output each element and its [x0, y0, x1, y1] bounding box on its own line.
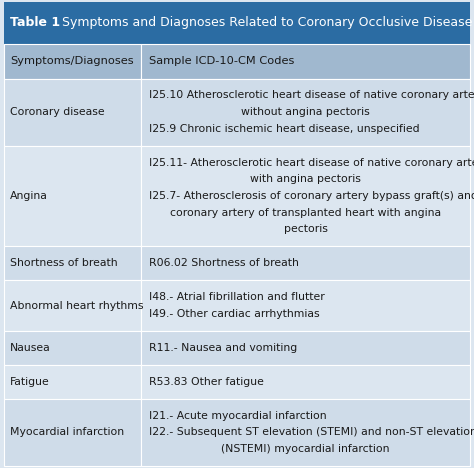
- Text: I49.- Other cardiac arrhythmias: I49.- Other cardiac arrhythmias: [149, 309, 320, 319]
- Text: Nausea: Nausea: [10, 343, 51, 353]
- Text: I22.- Subsequent ST elevation (STEMI) and non-ST elevation: I22.- Subsequent ST elevation (STEMI) an…: [149, 427, 474, 438]
- Text: Symptoms and Diagnoses Related to Coronary Occlusive Disease: Symptoms and Diagnoses Related to Corona…: [54, 16, 473, 29]
- Bar: [141, 146, 470, 246]
- Text: Table 1: Table 1: [10, 16, 60, 29]
- Bar: [141, 246, 470, 280]
- Text: I25.10 Atherosclerotic heart disease of native coronary artery: I25.10 Atherosclerotic heart disease of …: [149, 90, 474, 101]
- Text: R11.- Nausea and vomiting: R11.- Nausea and vomiting: [149, 343, 298, 353]
- Bar: [141, 280, 470, 331]
- Text: R53.83 Other fatigue: R53.83 Other fatigue: [149, 377, 264, 387]
- Bar: [141, 79, 470, 146]
- Bar: [141, 331, 470, 365]
- Bar: [4, 44, 141, 79]
- Text: I25.9 Chronic ischemic heart disease, unspecified: I25.9 Chronic ischemic heart disease, un…: [149, 124, 420, 134]
- Text: coronary artery of transplanted heart with angina: coronary artery of transplanted heart wi…: [170, 208, 441, 218]
- Text: R06.02 Shortness of breath: R06.02 Shortness of breath: [149, 258, 300, 268]
- Text: without angina pectoris: without angina pectoris: [241, 107, 370, 117]
- Bar: [4, 246, 141, 280]
- Text: Angina: Angina: [10, 191, 48, 201]
- Bar: [4, 280, 141, 331]
- Text: I48.- Atrial fibrillation and flutter: I48.- Atrial fibrillation and flutter: [149, 292, 325, 302]
- Text: Coronary disease: Coronary disease: [10, 107, 105, 117]
- Bar: [141, 365, 470, 399]
- Bar: [141, 399, 470, 466]
- Text: pectoris: pectoris: [284, 224, 328, 234]
- Bar: [4, 146, 141, 246]
- Text: Fatigue: Fatigue: [10, 377, 50, 387]
- Text: I21.- Acute myocardial infarction: I21.- Acute myocardial infarction: [149, 411, 327, 421]
- Text: I25.7- Atherosclerosis of coronary artery bypass graft(s) and: I25.7- Atherosclerosis of coronary arter…: [149, 191, 474, 201]
- Bar: [4, 79, 141, 146]
- Bar: [4, 331, 141, 365]
- Bar: [4, 2, 470, 44]
- Text: Shortness of breath: Shortness of breath: [10, 258, 118, 268]
- Text: I25.11- Atherosclerotic heart disease of native coronary artery: I25.11- Atherosclerotic heart disease of…: [149, 158, 474, 168]
- Bar: [141, 44, 470, 79]
- Text: with angina pectoris: with angina pectoris: [250, 175, 361, 184]
- Text: Myocardial infarction: Myocardial infarction: [10, 427, 124, 438]
- Bar: [4, 399, 141, 466]
- Text: Sample ICD-10-CM Codes: Sample ICD-10-CM Codes: [149, 56, 295, 66]
- Text: Symptoms/Diagnoses: Symptoms/Diagnoses: [10, 56, 134, 66]
- Text: (NSTEMI) myocardial infarction: (NSTEMI) myocardial infarction: [221, 444, 390, 454]
- Bar: [4, 365, 141, 399]
- Text: Abnormal heart rhythms: Abnormal heart rhythms: [10, 300, 144, 311]
